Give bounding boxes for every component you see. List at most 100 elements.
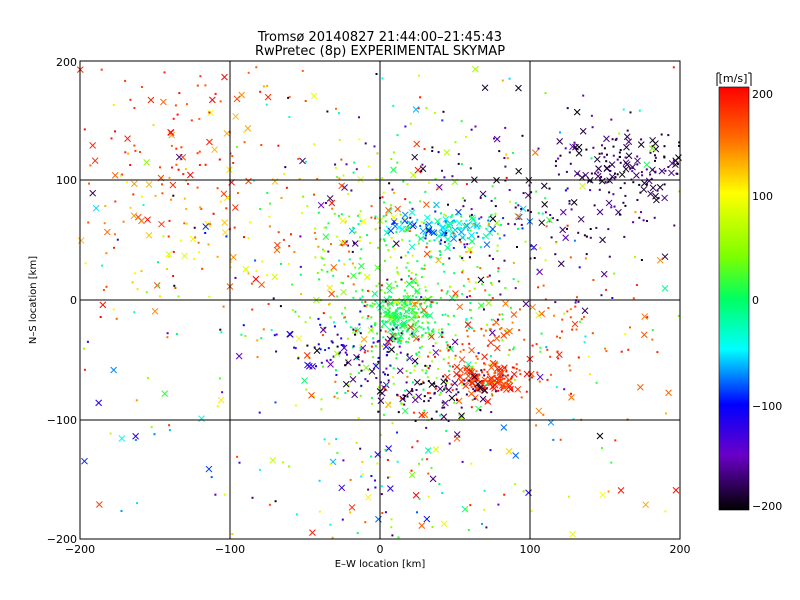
scatter-point-dot <box>420 302 423 305</box>
scatter-point-dot <box>172 275 175 277</box>
scatter-point-dot <box>572 418 575 421</box>
scatter-point-dot <box>410 298 413 301</box>
scatter-point-dot <box>236 455 239 458</box>
scatter-point-dot <box>290 233 292 236</box>
scatter-point-dot <box>386 308 389 311</box>
scatter-point-dot <box>323 226 326 229</box>
scatter-point-cross <box>489 329 496 337</box>
scatter-point-dot <box>324 349 327 351</box>
scatter-point-dot <box>496 318 499 321</box>
scatter-point-dot <box>587 355 590 358</box>
scatter-point-dot <box>198 251 200 254</box>
scatter-point-dot <box>352 328 355 331</box>
scatter-point-cross <box>348 504 356 511</box>
scatter-point-dot <box>359 220 362 223</box>
scatter-point-dot <box>344 220 347 223</box>
scatter-point-dot <box>390 518 393 521</box>
scatter-point-dot <box>423 400 426 403</box>
scatter-point-dot <box>590 180 593 183</box>
scatter-point-dot <box>416 218 419 221</box>
y-tick-label: 100 <box>56 174 77 187</box>
scatter-point-dot <box>587 179 590 182</box>
scatter-point-dot <box>352 346 354 349</box>
scatter-point-dot <box>410 469 413 472</box>
scatter-point-dot <box>609 170 612 172</box>
scatter-point-dot <box>415 273 417 276</box>
scatter-point-cross <box>264 93 272 101</box>
scatter-point-dot <box>411 308 414 311</box>
scatter-point-dot <box>265 103 268 106</box>
scatter-point-dot <box>352 296 355 299</box>
scatter-point-dot <box>426 313 428 316</box>
scatter-point-dot <box>388 476 391 479</box>
scatter-point-dot <box>381 196 384 199</box>
scatter-point-dot <box>336 451 339 454</box>
scatter-point-dot <box>133 272 136 275</box>
scatter-point-dot <box>370 325 373 328</box>
scatter-point-dot <box>438 394 441 396</box>
scatter-point-dot <box>284 166 287 169</box>
scatter-point-cross <box>477 302 485 310</box>
scatter-point-dot <box>469 504 472 507</box>
scatter-point-dot <box>442 358 445 361</box>
scatter-point-dot <box>434 210 437 213</box>
scatter-point-dot <box>427 367 430 370</box>
scatter-point-cross <box>440 413 448 421</box>
scatter-point-dot <box>366 317 369 320</box>
scatter-point-dot <box>184 168 187 170</box>
scatter-point-cross <box>230 253 237 261</box>
scatter-point-dot <box>608 191 611 194</box>
scatter-point-cross <box>625 138 633 146</box>
scatter-point-dot <box>455 296 458 299</box>
scatter-point-dot <box>469 229 472 232</box>
scatter-point-cross <box>540 182 548 190</box>
scatter-point-dot <box>429 397 432 399</box>
scatter-point-dot <box>400 332 403 335</box>
scatter-point-dot <box>275 350 278 353</box>
scatter-point-dot <box>439 254 442 256</box>
scatter-point-cross <box>479 395 487 403</box>
scatter-point-dot <box>481 236 484 239</box>
scatter-point-dot <box>522 490 525 493</box>
scatter-point-dot <box>611 297 614 299</box>
scatter-point-dot <box>380 289 383 292</box>
scatter-point-dot <box>520 223 523 226</box>
scatter-point-dot <box>490 411 493 414</box>
scatter-point-dot <box>338 352 341 355</box>
scatter-point-dot <box>297 315 300 318</box>
scatter-point-dot <box>427 495 430 498</box>
scatter-point-dot <box>394 334 397 337</box>
scatter-point-dot <box>629 326 631 329</box>
scatter-point-dot <box>214 493 217 496</box>
colorbar-tick-label: 0 <box>752 294 759 307</box>
scatter-point-dot <box>559 131 561 134</box>
scatter-point-dot <box>430 301 433 304</box>
scatter-point-dot <box>274 500 277 503</box>
scatter-point-cross <box>515 213 523 221</box>
scatter-point-dot <box>370 216 373 219</box>
scatter-point-cross <box>411 357 419 365</box>
scatter-point-dot <box>320 268 323 271</box>
scatter-point-dot <box>383 201 386 204</box>
scatter-point-dot <box>501 313 504 316</box>
scatter-point-dot <box>359 310 362 313</box>
scatter-point-dot <box>382 191 385 194</box>
scatter-point-cross <box>245 177 252 185</box>
scatter-point-dot <box>646 316 649 319</box>
scatter-point-dot <box>388 182 391 185</box>
scatter-point-dot <box>414 324 417 327</box>
scatter-point-cross <box>536 268 543 276</box>
scatter-point-dot <box>610 118 613 121</box>
scatter-point-dot <box>414 302 417 305</box>
scatter-point-dot <box>313 143 316 146</box>
scatter-point-dot <box>408 226 410 229</box>
scatter-point-dot <box>476 358 479 360</box>
scatter-point-dot <box>527 209 529 212</box>
scatter-point-dot <box>422 388 425 391</box>
scatter-point-cross <box>252 275 260 283</box>
scatter-point-dot <box>405 266 408 269</box>
scatter-point-dot <box>487 219 490 222</box>
scatter-point-dot <box>387 476 390 479</box>
scatter-point-dot <box>370 316 373 319</box>
scatter-point-cross <box>438 224 446 232</box>
